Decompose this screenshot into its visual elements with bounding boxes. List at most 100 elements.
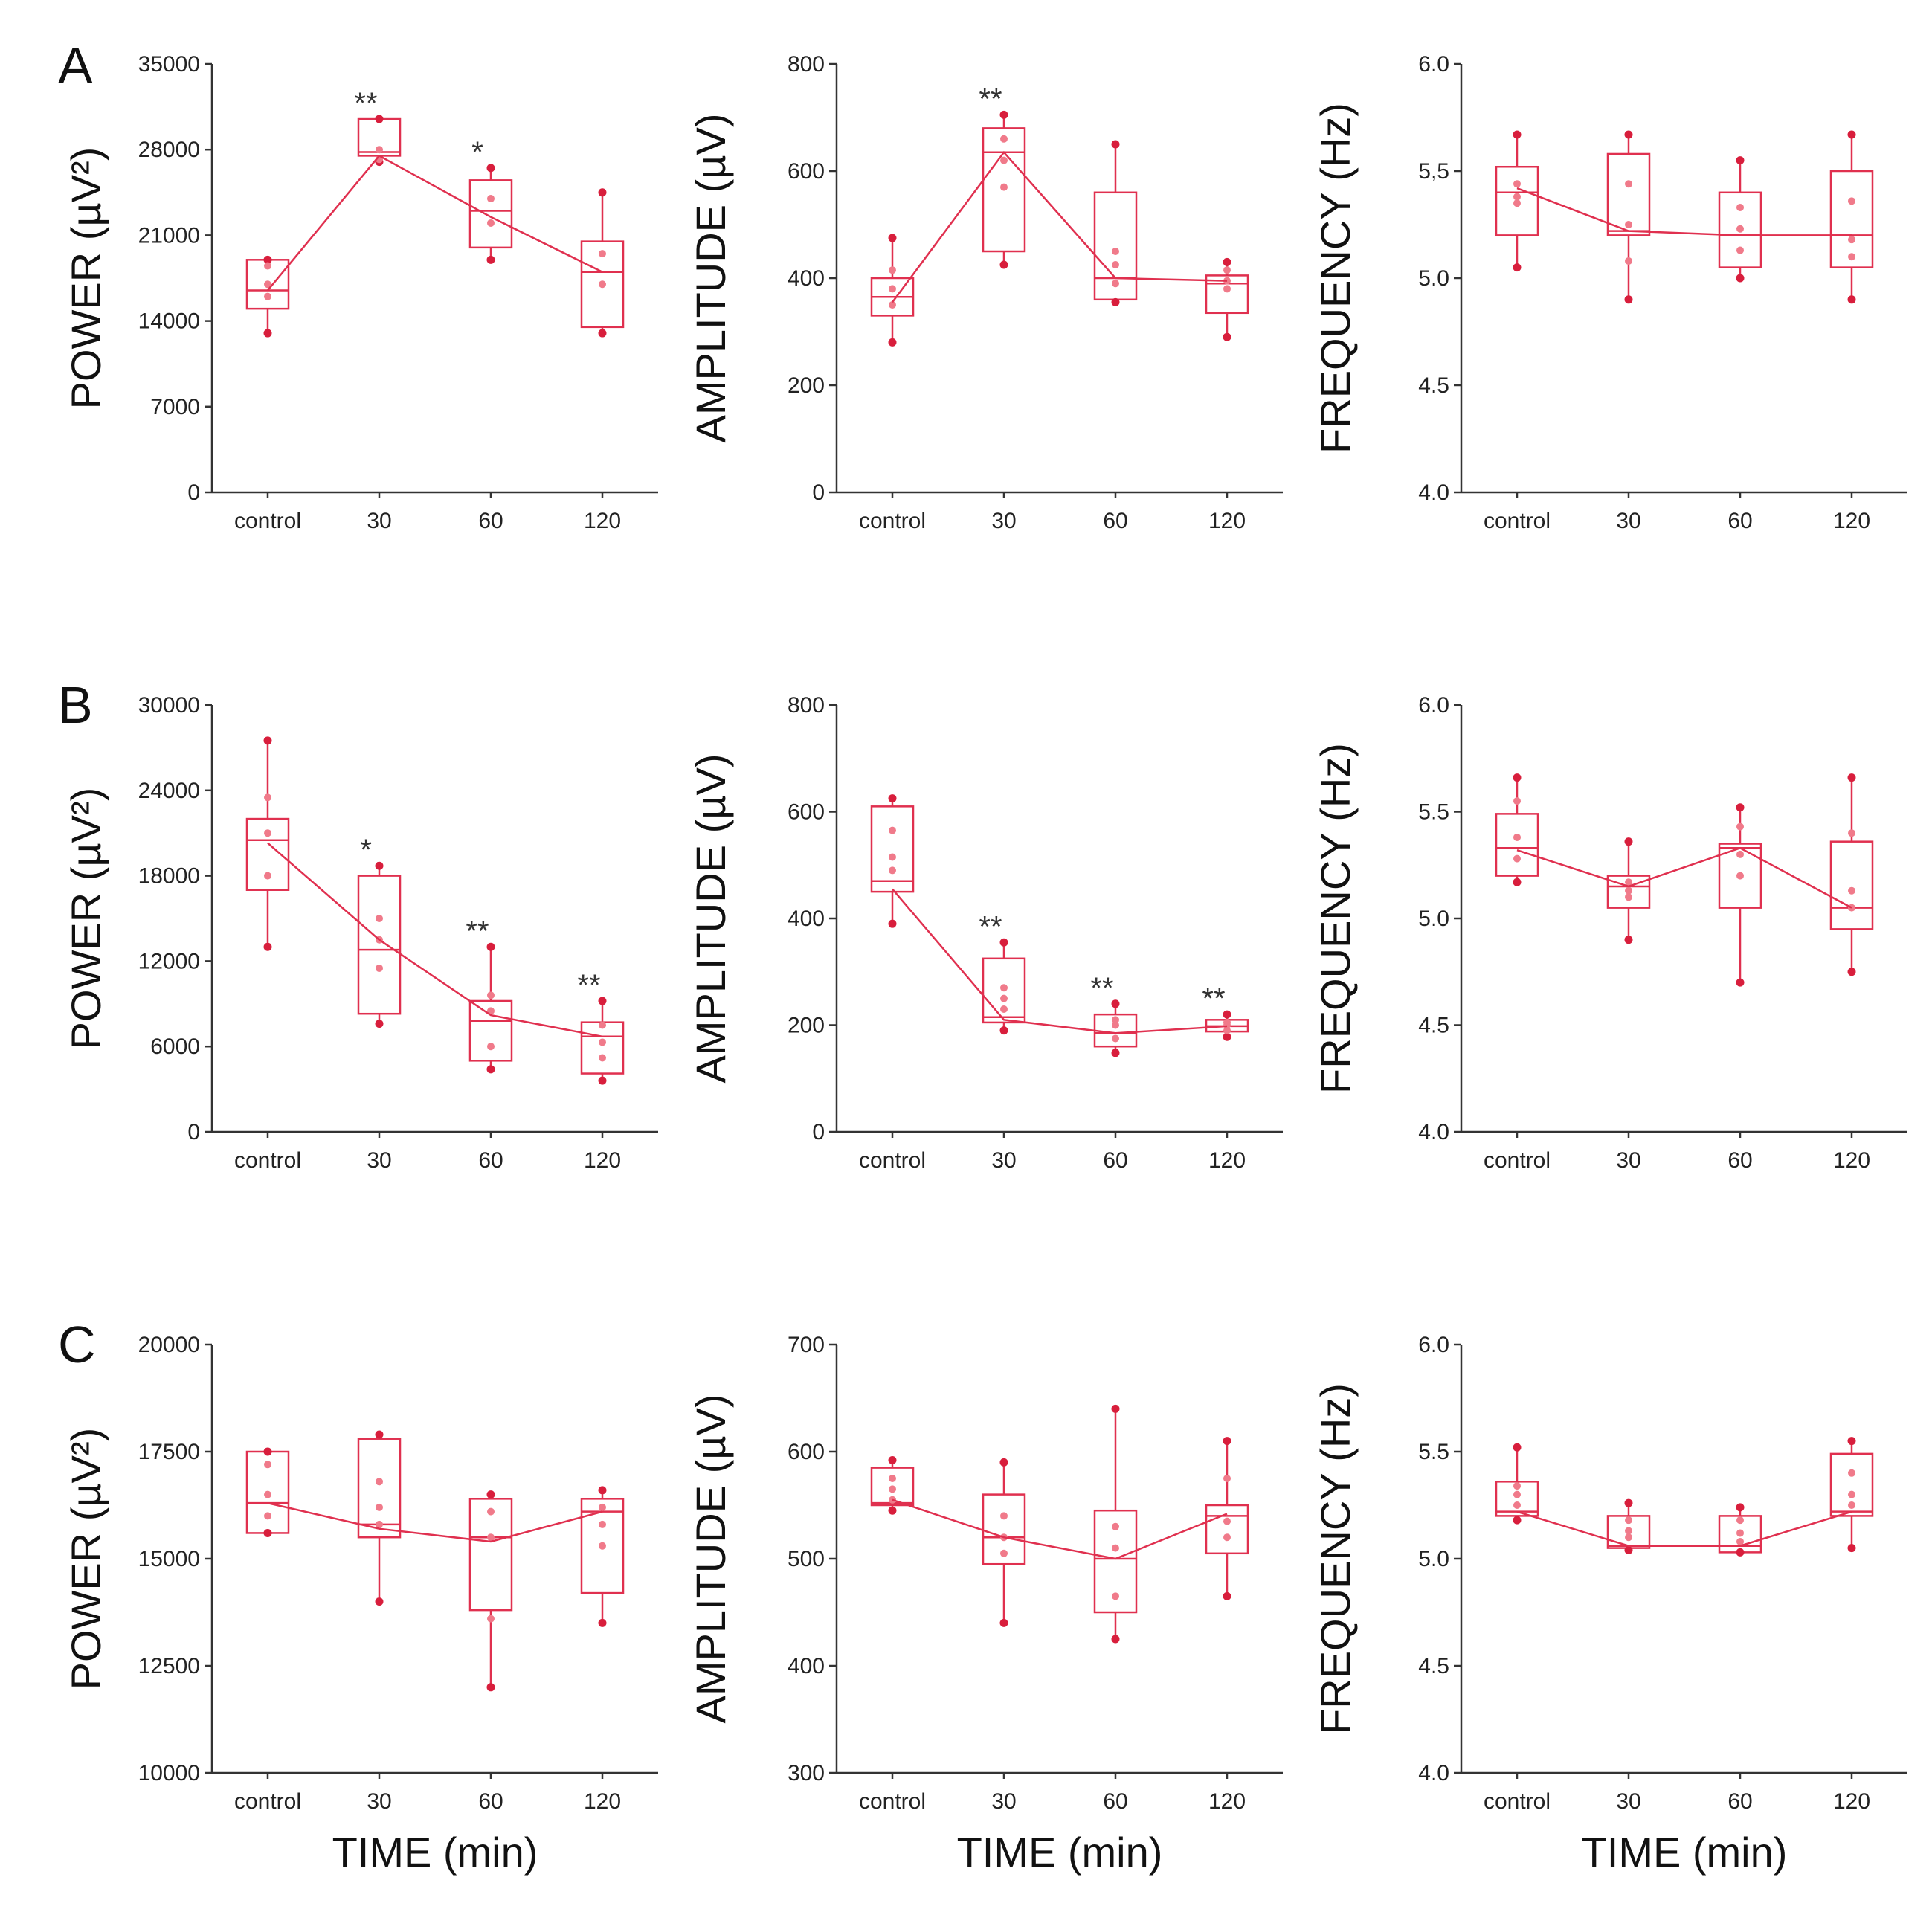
data-point <box>376 964 383 972</box>
data-point <box>1847 295 1856 304</box>
data-point <box>1736 246 1744 254</box>
x-axis-title: TIME (min) <box>957 1829 1163 1876</box>
x-tick-label: 60 <box>478 1148 503 1173</box>
chart-A-3: 4.0 4.5 5.0 5,5 6.0 control 30 60 120 FREQUENCY (… <box>1312 52 1907 533</box>
data-point <box>889 1485 896 1493</box>
data-point <box>1112 1592 1119 1600</box>
data-point <box>264 280 271 289</box>
x-tick-label: control <box>859 509 926 533</box>
box-control <box>1495 1443 1539 1525</box>
data-point <box>889 1475 896 1482</box>
panel-letters: A B C <box>58 36 96 1374</box>
box-control <box>1495 773 1539 886</box>
chart-C-3: 4.0 4.5 5.0 5.5 6.0 control 30 60 120 FREQUENCY (… <box>1312 1333 1907 1814</box>
data-point <box>1736 156 1745 165</box>
data-point <box>376 915 383 922</box>
data-point <box>263 736 272 745</box>
box-rect <box>1093 1509 1138 1614</box>
data-point <box>264 262 271 270</box>
x-tick-label: control <box>234 1148 301 1173</box>
data-point <box>1111 140 1120 149</box>
y-axis-title: AMPLITUDE (µV) <box>687 114 734 443</box>
box-rect <box>1495 165 1539 236</box>
y-tick-label: 4.5 <box>1418 1014 1449 1038</box>
x-tick-label: control <box>1484 509 1551 533</box>
data-point <box>1000 156 1008 164</box>
data-point <box>1513 130 1522 139</box>
x-tick-label: 60 <box>1103 509 1127 533</box>
data-point <box>1513 1516 1522 1525</box>
data-point <box>888 1456 897 1465</box>
x-tick-label: 120 <box>1833 1789 1870 1814</box>
x-tick-label: 60 <box>1727 509 1752 533</box>
significance-marker: ** <box>1202 982 1225 1015</box>
data-point <box>1223 1591 1231 1600</box>
data-point <box>1625 221 1632 228</box>
y-tick-label: 5.5 <box>1418 1440 1449 1464</box>
box-120: ** <box>577 969 625 1085</box>
x-tick-label: 60 <box>1727 1148 1752 1173</box>
data-point <box>889 826 896 834</box>
box-rect <box>1718 191 1762 268</box>
data-point <box>1513 199 1521 207</box>
x-tick-label: 30 <box>1616 1789 1640 1814</box>
y-tick-label: 200 <box>788 373 825 398</box>
data-point <box>1736 872 1744 880</box>
y-axis-title: POWER (µV²) <box>62 147 109 410</box>
data-point <box>487 991 495 999</box>
x-tick-label: control <box>234 1789 301 1814</box>
box-30 <box>357 1430 402 1606</box>
chart-A-1: 0 7000 14000 21000 28000 35000 control 30 60 120 P… <box>62 52 658 533</box>
data-point <box>1625 180 1632 188</box>
box-30 <box>982 1458 1026 1627</box>
data-point <box>889 285 896 293</box>
y-axis-title: AMPLITUDE (µV) <box>687 754 734 1084</box>
box-rect <box>870 1467 915 1507</box>
data-point <box>1112 280 1119 288</box>
data-point <box>1847 1437 1856 1446</box>
data-point <box>1624 130 1633 139</box>
data-point <box>1848 1469 1855 1477</box>
data-point <box>375 115 384 123</box>
y-tick-label: 6.0 <box>1418 52 1449 77</box>
y-tick-label: 5.0 <box>1418 266 1449 291</box>
box-60 <box>1718 803 1762 987</box>
chart-B-2: 0 200 400 600 800 control 30 60 120 AMPLITUDE (µV… <box>687 693 1283 1173</box>
data-point <box>999 1618 1008 1627</box>
y-tick-label: 12000 <box>138 949 200 973</box>
box-rect <box>468 1498 513 1612</box>
x-tick-label: 120 <box>584 1789 621 1814</box>
chart-B-3: 4.0 4.5 5.0 5.5 6.0 control 30 60 120 FREQUENCY (… <box>1312 693 1907 1173</box>
data-point <box>1513 854 1521 863</box>
y-tick-label: 20000 <box>138 1333 200 1357</box>
y-tick-label: 6000 <box>150 1034 200 1059</box>
trend-line <box>267 842 603 1038</box>
y-axis-title: FREQUENCY (Hz) <box>1312 1383 1359 1734</box>
box-120 <box>580 188 625 338</box>
data-point <box>1223 1010 1231 1019</box>
data-point <box>1624 295 1633 304</box>
data-point <box>264 1461 271 1469</box>
box-control <box>870 1456 915 1515</box>
box-rect <box>1205 1504 1249 1555</box>
data-point <box>888 794 897 803</box>
data-point <box>1847 130 1856 139</box>
y-tick-label: 24000 <box>138 779 200 803</box>
data-point <box>1625 1516 1632 1525</box>
data-point <box>1111 1404 1120 1413</box>
data-point <box>888 1506 897 1515</box>
data-point <box>1112 1544 1119 1552</box>
y-tick-label: 4.0 <box>1418 1761 1449 1786</box>
y-tick-label: 17500 <box>138 1440 200 1464</box>
data-point <box>487 1507 495 1516</box>
box-control <box>870 794 915 928</box>
data-point <box>1513 1482 1521 1490</box>
data-point <box>599 1038 606 1046</box>
box-rect <box>357 1438 402 1539</box>
data-point <box>264 1490 271 1498</box>
data-point <box>1736 850 1744 858</box>
x-tick-label: 30 <box>1616 509 1640 533</box>
data-point <box>375 861 384 870</box>
data-point <box>1513 833 1521 841</box>
